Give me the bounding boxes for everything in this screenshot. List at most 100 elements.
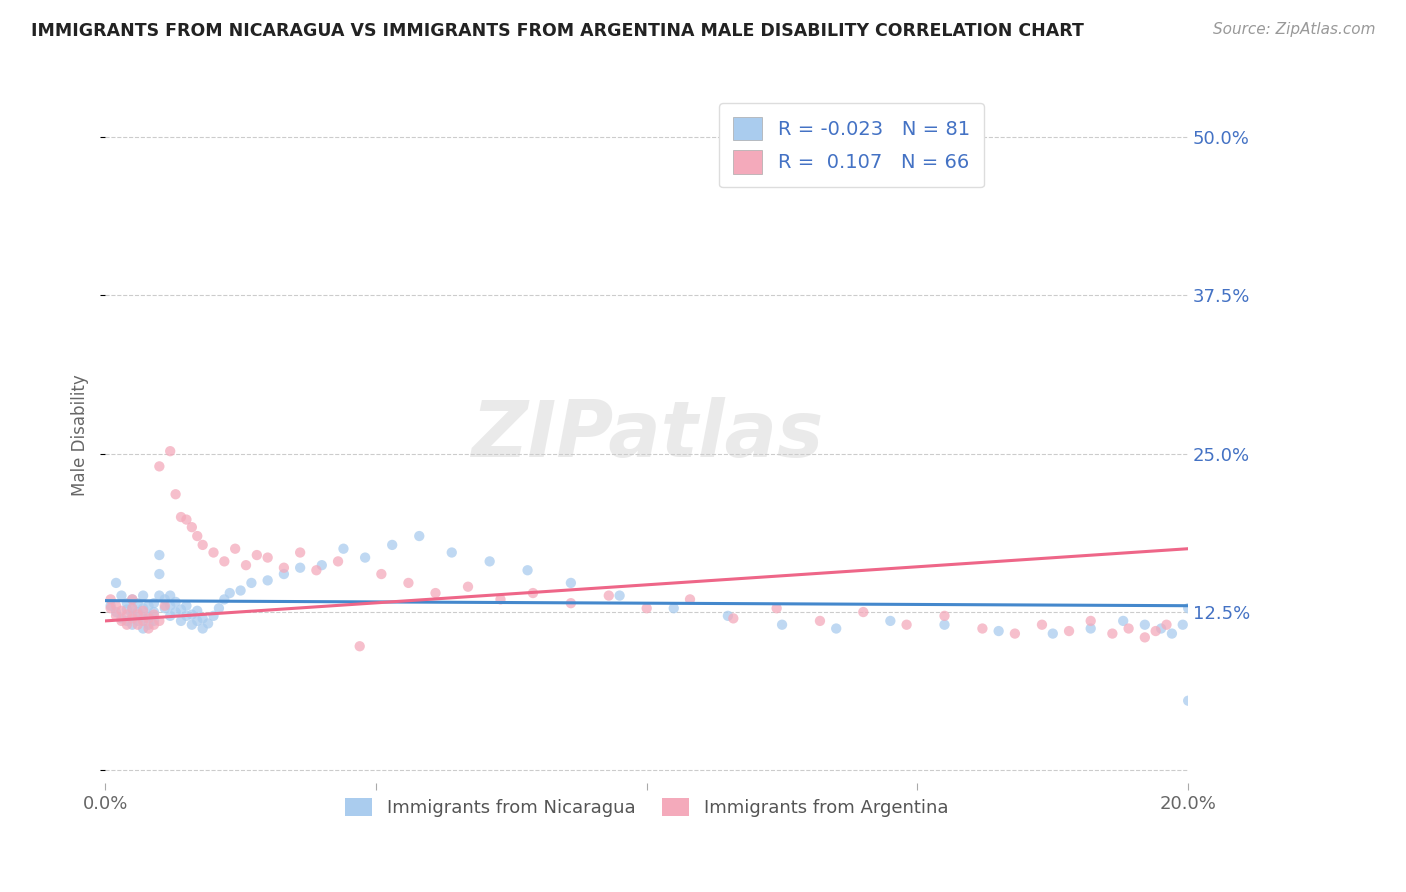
Point	[349, 639, 371, 653]
Point	[1156, 617, 1178, 632]
Point	[770, 617, 793, 632]
Point	[153, 592, 176, 607]
Point	[115, 596, 138, 610]
Point	[159, 444, 181, 458]
Point	[808, 614, 831, 628]
Point	[159, 589, 181, 603]
Point	[142, 614, 165, 628]
Point	[132, 614, 155, 628]
Point	[159, 608, 181, 623]
Point	[273, 560, 295, 574]
Point	[121, 611, 143, 625]
Text: Source: ZipAtlas.com: Source: ZipAtlas.com	[1212, 22, 1375, 37]
Point	[218, 586, 240, 600]
Point	[170, 602, 193, 616]
Point	[717, 608, 740, 623]
Point	[110, 611, 132, 625]
Point	[170, 614, 193, 628]
Point	[110, 589, 132, 603]
Point	[186, 529, 208, 543]
Point	[288, 560, 311, 574]
Legend: Immigrants from Nicaragua, Immigrants from Argentina: Immigrants from Nicaragua, Immigrants fr…	[337, 790, 956, 824]
Point	[425, 586, 447, 600]
Point	[1177, 601, 1199, 615]
Point	[148, 459, 170, 474]
Point	[110, 604, 132, 618]
Point	[148, 567, 170, 582]
Point	[240, 575, 263, 590]
Point	[121, 601, 143, 615]
Point	[142, 617, 165, 632]
Point	[180, 520, 202, 534]
Point	[311, 558, 333, 573]
Point	[110, 614, 132, 628]
Point	[142, 605, 165, 619]
Point	[121, 592, 143, 607]
Point	[127, 596, 149, 610]
Point	[121, 601, 143, 615]
Point	[679, 592, 702, 607]
Point	[879, 614, 901, 628]
Point	[165, 595, 187, 609]
Point	[176, 608, 198, 623]
Point	[105, 605, 128, 619]
Point	[191, 622, 214, 636]
Point	[138, 617, 160, 632]
Point	[1144, 624, 1167, 638]
Point	[560, 596, 582, 610]
Point	[972, 622, 994, 636]
Point	[516, 563, 538, 577]
Point	[105, 599, 128, 613]
Point	[354, 550, 377, 565]
Point	[1080, 622, 1102, 636]
Point	[176, 599, 198, 613]
Point	[121, 617, 143, 632]
Point	[332, 541, 354, 556]
Point	[153, 601, 176, 615]
Point	[1112, 614, 1135, 628]
Point	[1171, 617, 1194, 632]
Point	[1133, 631, 1156, 645]
Point	[381, 538, 404, 552]
Point	[1161, 626, 1184, 640]
Point	[1004, 626, 1026, 640]
Point	[100, 592, 122, 607]
Point	[852, 605, 875, 619]
Point	[305, 563, 328, 577]
Point	[522, 586, 544, 600]
Text: ZIPatlas: ZIPatlas	[471, 397, 823, 473]
Point	[478, 554, 501, 568]
Point	[115, 617, 138, 632]
Point	[115, 614, 138, 628]
Point	[256, 550, 278, 565]
Point	[105, 608, 128, 623]
Point	[127, 617, 149, 632]
Point	[246, 548, 269, 562]
Point	[191, 538, 214, 552]
Point	[662, 601, 685, 615]
Point	[132, 601, 155, 615]
Point	[138, 608, 160, 623]
Point	[121, 608, 143, 623]
Point	[723, 611, 745, 625]
Point	[191, 611, 214, 625]
Point	[934, 617, 956, 632]
Point	[105, 575, 128, 590]
Point	[987, 624, 1010, 638]
Point	[1177, 694, 1199, 708]
Point	[457, 580, 479, 594]
Point	[370, 567, 392, 582]
Text: IMMIGRANTS FROM NICARAGUA VS IMMIGRANTS FROM ARGENTINA MALE DISABILITY CORRELATI: IMMIGRANTS FROM NICARAGUA VS IMMIGRANTS …	[31, 22, 1084, 40]
Point	[1150, 622, 1173, 636]
Point	[598, 589, 620, 603]
Point	[408, 529, 430, 543]
Point	[148, 548, 170, 562]
Point	[1042, 626, 1064, 640]
Point	[132, 611, 155, 625]
Point	[127, 605, 149, 619]
Point	[214, 554, 236, 568]
Point	[148, 614, 170, 628]
Point	[636, 601, 658, 615]
Y-axis label: Male Disability: Male Disability	[72, 374, 89, 496]
Point	[765, 601, 787, 615]
